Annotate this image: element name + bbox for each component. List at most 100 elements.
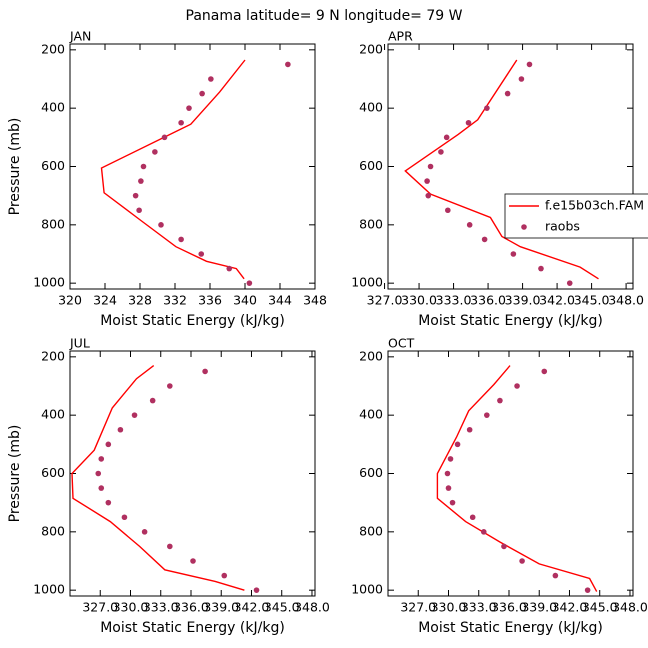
y-tick-label: 400: [41, 407, 65, 422]
raob-point: [454, 441, 461, 448]
raob-point: [427, 163, 434, 170]
raob-point: [198, 251, 205, 257]
y-tick-label: 1000: [33, 275, 65, 290]
raob-point: [246, 280, 253, 286]
raob-point: [445, 485, 452, 491]
y-axis-label: Pressure (mb): [7, 425, 23, 523]
raob-point: [138, 178, 144, 184]
profile-line: [71, 365, 245, 591]
raob-point: [178, 236, 184, 243]
y-tick-label: 200: [41, 348, 65, 363]
x-tick-label: 320: [58, 293, 82, 308]
x-tick-label: 327.0: [400, 600, 436, 615]
x-tick-label: 336.0: [491, 600, 527, 615]
x-axis-label: Moist Static Energy (kJ/kg): [418, 313, 603, 329]
raob-point: [466, 222, 473, 228]
legend-label: raobs: [545, 219, 580, 234]
raob-point: [167, 543, 173, 550]
y-tick-label: 800: [41, 523, 65, 538]
raob-point: [480, 529, 487, 535]
y-tick-label: 1000: [33, 582, 65, 597]
raob-point: [161, 134, 168, 141]
x-axis-label: Moist Static Energy (kJ/kg): [418, 620, 603, 636]
x-tick-label: 342.0: [552, 600, 588, 615]
y-tick-label: 800: [359, 216, 383, 231]
x-tick-label: 345.0: [264, 600, 300, 615]
y-axis-label: Pressure (mb): [7, 118, 23, 216]
raob-point: [199, 90, 205, 97]
raob-point: [132, 192, 139, 199]
panel-label: JUL: [69, 336, 90, 351]
raob-point: [501, 543, 507, 550]
raob-point: [140, 163, 147, 170]
x-tick-label: 348.0: [608, 293, 644, 308]
raob-point: [541, 368, 548, 375]
x-tick-label: 336.0: [173, 600, 209, 615]
y-tick-label: 400: [41, 100, 65, 115]
x-tick-label: 333.0: [461, 600, 497, 615]
raob-point: [538, 265, 544, 272]
y-tick-label: 400: [359, 100, 383, 115]
raob-point: [186, 105, 192, 111]
x-tick-label: 327.0: [82, 600, 118, 615]
raob-point: [136, 207, 142, 214]
y-tick-label: 600: [41, 158, 65, 173]
raob-point: [519, 558, 525, 564]
raob-point: [98, 456, 105, 462]
raob-point: [131, 412, 138, 418]
raob-point: [152, 149, 158, 155]
raob-point: [514, 383, 520, 389]
raob-point: [190, 558, 196, 564]
raob-point: [552, 572, 559, 579]
x-tick-label: 344: [268, 293, 292, 308]
panel-label: APR: [388, 29, 413, 44]
x-tick-label: 348: [303, 293, 327, 308]
raob-point: [481, 236, 488, 243]
x-axis-label: Moist Static Energy (kJ/kg): [100, 313, 285, 329]
legend-marker: [521, 224, 527, 230]
raob-point: [178, 119, 184, 126]
raob-point: [447, 456, 454, 462]
x-tick-label: 330.0: [113, 600, 149, 615]
profile-line: [404, 59, 599, 280]
y-tick-label: 800: [359, 523, 383, 538]
raob-point: [105, 499, 112, 506]
raob-point: [466, 426, 473, 433]
raob-point: [465, 119, 472, 126]
raob-point: [497, 397, 503, 404]
plot-frame: [69, 43, 316, 290]
x-tick-label: 328: [128, 293, 152, 308]
x-tick-label: 330.0: [401, 293, 437, 308]
raob-point: [253, 587, 260, 593]
x-tick-label: 348.0: [612, 600, 648, 615]
y-tick-label: 200: [41, 41, 65, 56]
raob-point: [445, 207, 451, 214]
raob-point: [484, 412, 490, 418]
x-axis-label: Moist Static Energy (kJ/kg): [100, 620, 285, 636]
legend-label: f.e15b03ch.FAM: [545, 198, 644, 213]
x-tick-label: 340: [233, 293, 257, 308]
plot-frame: [387, 43, 634, 290]
raob-point: [484, 105, 490, 111]
raob-point: [158, 222, 164, 228]
raob-point: [121, 514, 128, 521]
x-tick-label: 342.0: [234, 600, 270, 615]
raob-point: [226, 265, 233, 272]
raob-point: [149, 397, 156, 404]
x-tick-label: 336: [198, 293, 222, 308]
x-tick-label: 327.0: [367, 293, 403, 308]
raob-point: [510, 251, 517, 257]
raob-point: [95, 470, 102, 477]
x-tick-label: 339.0: [203, 600, 239, 615]
raob-point: [566, 280, 573, 286]
figure-title: Panama latitude= 9 N longitude= 79 W: [186, 8, 463, 24]
x-tick-label: 324: [93, 293, 117, 308]
x-tick-label: 332: [163, 293, 187, 308]
y-tick-label: 800: [41, 216, 65, 231]
y-tick-label: 400: [359, 407, 383, 422]
raob-point: [208, 76, 214, 82]
profile-line: [436, 365, 598, 592]
raob-point: [518, 76, 525, 82]
raob-point: [526, 61, 533, 68]
x-tick-label: 348.0: [294, 600, 330, 615]
